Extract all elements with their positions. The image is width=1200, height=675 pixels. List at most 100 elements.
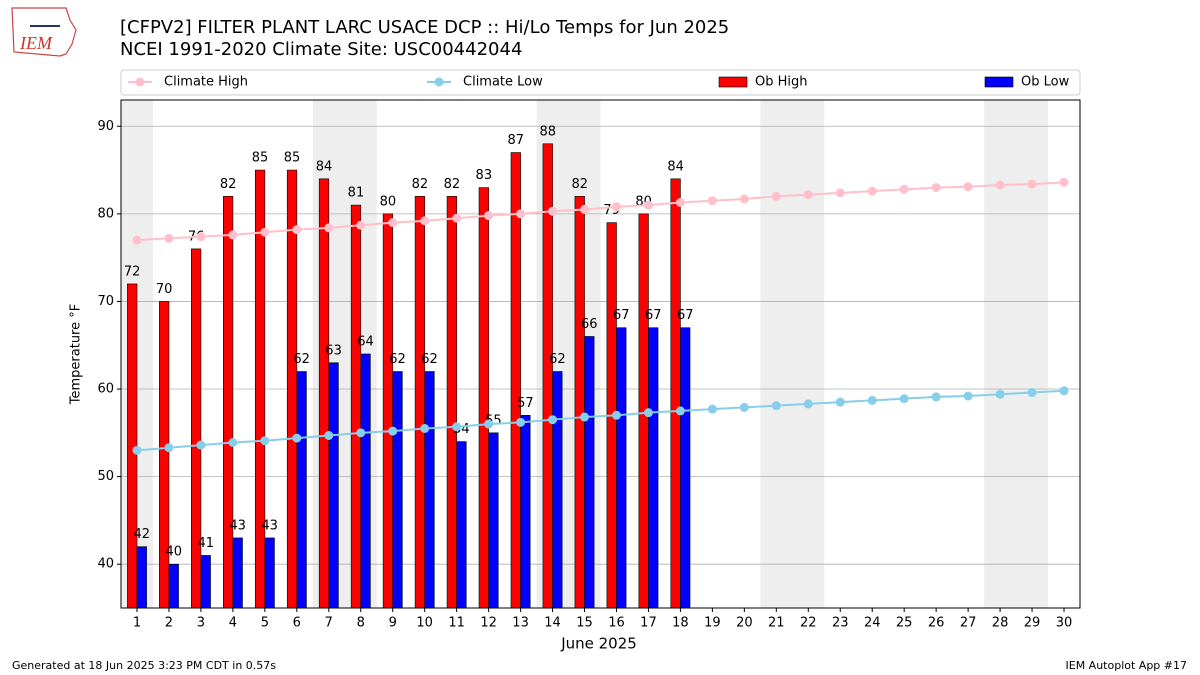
line-marker	[675, 406, 685, 416]
x-tick-label: 17	[640, 616, 657, 631]
data-label: 84	[316, 159, 333, 174]
x-tick-label: 3	[197, 616, 205, 631]
data-label: 72	[124, 264, 141, 279]
data-label: 81	[348, 186, 365, 201]
data-label: 84	[667, 159, 684, 174]
line-marker	[292, 433, 302, 443]
line-marker	[228, 230, 238, 240]
legend-label: Climate High	[164, 75, 248, 90]
bar	[360, 353, 371, 609]
line-marker	[707, 404, 717, 414]
x-tick-label: 5	[261, 616, 269, 631]
line-marker	[196, 232, 206, 242]
line-marker	[643, 200, 653, 210]
x-tick-label: 10	[416, 616, 433, 631]
line-marker	[1059, 177, 1069, 187]
x-tick-label: 9	[389, 616, 397, 631]
y-tick-label: 80	[97, 206, 114, 221]
x-tick-label: 16	[608, 616, 625, 631]
bar	[552, 371, 563, 609]
x-tick-label: 21	[768, 616, 785, 631]
line-marker	[771, 401, 781, 411]
data-label: 67	[677, 308, 694, 323]
footer-left: Generated at 18 Jun 2025 3:23 PM CDT in …	[12, 659, 276, 672]
bar	[168, 563, 179, 609]
chart-subtitle: NCEI 1991-2020 Climate Site: USC00442044	[120, 39, 522, 60]
bar	[136, 546, 147, 609]
x-axis-label: June 2025	[560, 635, 637, 653]
line-marker	[1059, 386, 1069, 396]
bar	[191, 248, 202, 609]
data-label: 82	[220, 177, 237, 192]
legend-swatch	[984, 76, 1014, 88]
line-marker	[132, 445, 142, 455]
x-tick-label: 13	[512, 616, 529, 631]
plot-frame	[120, 99, 1081, 609]
data-label: 67	[613, 308, 630, 323]
line-marker	[835, 188, 845, 198]
logo: IEM	[11, 7, 77, 57]
line-marker	[164, 233, 174, 243]
x-tick-label: 23	[832, 616, 849, 631]
line-marker	[420, 216, 430, 226]
bar	[222, 196, 234, 609]
bar	[520, 415, 531, 609]
line-marker	[1027, 388, 1037, 398]
bar	[350, 204, 362, 609]
bar	[414, 196, 425, 609]
line-marker	[452, 213, 462, 223]
bar	[670, 178, 681, 609]
line-marker	[484, 211, 494, 221]
line-marker	[420, 423, 430, 433]
y-tick-label: 90	[97, 119, 114, 134]
line-marker	[548, 415, 558, 425]
data-label: 70	[156, 282, 173, 297]
x-tick-label: 4	[229, 616, 237, 631]
bar	[382, 213, 394, 609]
x-tick-label: 19	[704, 616, 721, 631]
line-marker	[324, 430, 334, 440]
line-marker	[164, 443, 174, 453]
bar	[200, 555, 211, 609]
line-marker	[835, 397, 845, 407]
data-label: 83	[476, 168, 493, 183]
data-label: 62	[389, 352, 406, 367]
line-marker	[931, 392, 941, 402]
bar	[232, 537, 243, 609]
bar	[392, 371, 403, 609]
bar	[424, 371, 435, 609]
data-label: 57	[517, 396, 534, 411]
line-marker	[867, 186, 877, 196]
line-marker	[931, 183, 941, 193]
bar	[127, 283, 138, 609]
legend-label: Climate Low	[463, 75, 543, 90]
data-label: 40	[165, 545, 182, 560]
line-marker	[228, 437, 238, 447]
y-tick-label: 50	[97, 469, 114, 484]
line-marker	[739, 402, 749, 412]
bar	[574, 196, 585, 609]
bar	[510, 152, 521, 609]
bar	[286, 169, 298, 609]
legend-label: Ob Low	[1021, 75, 1070, 90]
data-label: 85	[284, 151, 301, 166]
bar	[446, 196, 457, 609]
line	[136, 389, 1065, 452]
line-marker	[611, 202, 621, 212]
x-tick-label: 8	[357, 616, 365, 631]
line-marker	[388, 426, 398, 436]
bar	[648, 327, 659, 609]
line-marker	[1027, 179, 1037, 189]
line-marker	[995, 180, 1005, 190]
data-label: 88	[539, 124, 556, 139]
data-label: 82	[571, 177, 588, 192]
line-marker	[739, 194, 749, 204]
footer-right: IEM Autoplot App #17	[1066, 659, 1188, 672]
logo-text: IEM	[19, 33, 53, 53]
data-label: 62	[421, 352, 438, 367]
bar	[328, 362, 339, 609]
y-tick-label: 60	[97, 382, 114, 397]
line-marker	[196, 440, 206, 450]
line-marker	[803, 190, 813, 200]
